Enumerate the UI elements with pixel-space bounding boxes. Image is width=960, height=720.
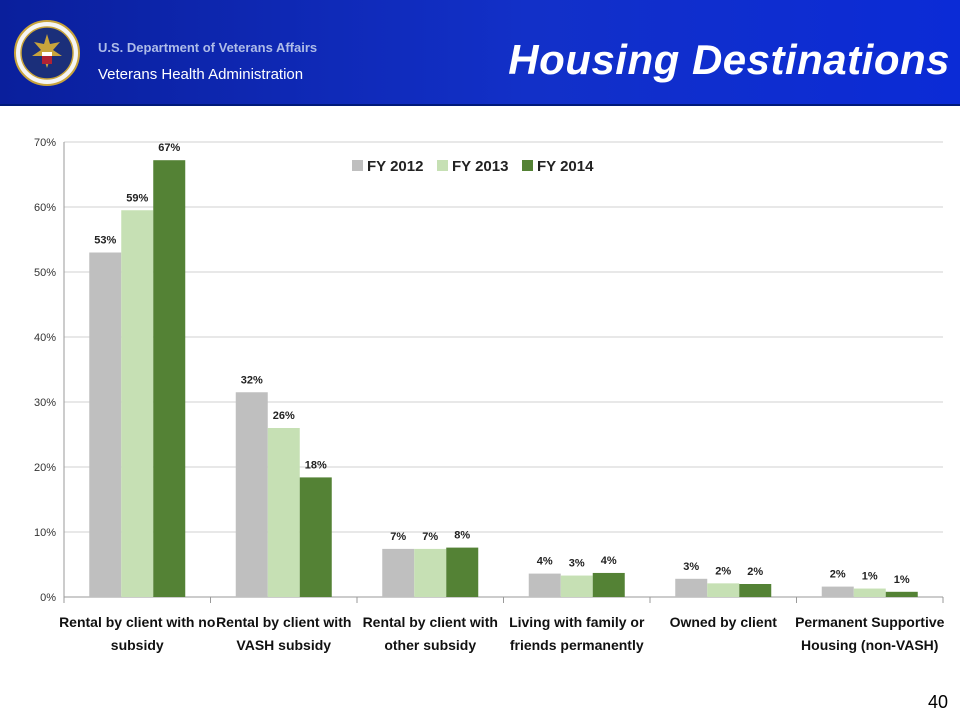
header-divider <box>0 104 960 106</box>
data-label: 53% <box>94 235 116 247</box>
data-label: 67% <box>158 142 180 154</box>
category-label: Permanent Supportive <box>795 614 945 630</box>
category-label: subsidy <box>111 637 164 653</box>
gridlines <box>63 141 944 603</box>
y-tick-label: 20% <box>34 462 56 474</box>
bar <box>885 591 918 597</box>
legend-label: FY 2014 <box>537 158 594 175</box>
category-label: friends permanently <box>510 637 644 653</box>
category-label: Rental by client with <box>216 614 351 630</box>
y-tick-label: 30% <box>34 397 56 409</box>
bar <box>675 578 708 597</box>
data-label: 2% <box>747 566 763 578</box>
category-label: Rental by client with no <box>59 614 215 630</box>
bar <box>560 575 593 597</box>
bar <box>446 547 479 597</box>
bar <box>592 572 625 597</box>
data-label: 2% <box>830 569 846 581</box>
data-label: 1% <box>862 571 878 583</box>
y-tick-label: 50% <box>34 267 56 279</box>
data-label: 18% <box>305 459 327 471</box>
page-number: 40 <box>927 692 948 712</box>
page-title: Housing Destinations <box>508 36 950 83</box>
data-label: 4% <box>537 556 553 568</box>
labels: 0% 10% 20% 30% 40% 50% 60% 70% 53% 59% 67% Rental b… <box>34 137 945 653</box>
legend: FY 2012 FY 2013 FY 2014 <box>352 158 594 175</box>
y-tick-label: 40% <box>34 332 56 344</box>
bar <box>121 210 154 597</box>
legend-swatch <box>522 160 533 171</box>
bar <box>739 584 772 597</box>
bars <box>89 160 918 597</box>
data-label: 7% <box>422 531 438 543</box>
category-label: Owned by client <box>670 614 778 630</box>
data-label: 32% <box>241 374 263 386</box>
y-tick-label: 10% <box>34 527 56 539</box>
data-label: 7% <box>390 531 406 543</box>
data-label: 1% <box>894 574 910 586</box>
data-label: 26% <box>273 410 295 422</box>
bar <box>267 428 300 597</box>
header-bar <box>0 0 960 104</box>
bar <box>89 252 122 597</box>
housing-destinations-chart: 0% 10% 20% 30% 40% 50% 60% 70% 53% 59% 67% Rental b… <box>34 137 945 653</box>
legend-label: FY 2012 <box>367 158 423 175</box>
bar <box>707 583 740 597</box>
data-label: 2% <box>715 565 731 577</box>
bar <box>414 548 447 597</box>
legend-label: FY 2013 <box>452 158 508 175</box>
data-label: 3% <box>569 558 585 570</box>
va-seal-icon <box>14 20 80 86</box>
data-label: 8% <box>454 530 470 542</box>
category-label: Rental by client with <box>363 614 498 630</box>
org-subtitle: Veterans Health Administration <box>98 66 304 83</box>
category-label: VASH subsidy <box>236 637 331 653</box>
legend-swatch <box>352 160 363 171</box>
bar <box>528 573 561 597</box>
data-label: 4% <box>601 555 617 567</box>
data-label: 59% <box>126 192 148 204</box>
bar <box>382 548 415 597</box>
y-tick-label: 0% <box>40 592 56 604</box>
bar <box>821 586 854 597</box>
bar <box>153 160 186 597</box>
category-label: other subsidy <box>384 637 476 653</box>
org-name: U.S. Department of Veterans Affairs <box>98 40 318 55</box>
category-label: Housing (non-VASH) <box>801 637 938 653</box>
data-label: 3% <box>683 561 699 573</box>
y-tick-label: 70% <box>34 137 56 149</box>
bar <box>235 392 268 597</box>
bar <box>299 477 332 597</box>
bar <box>853 588 886 597</box>
legend-swatch <box>437 160 448 171</box>
category-label: Living with family or <box>509 614 645 630</box>
y-tick-label: 60% <box>34 202 56 214</box>
